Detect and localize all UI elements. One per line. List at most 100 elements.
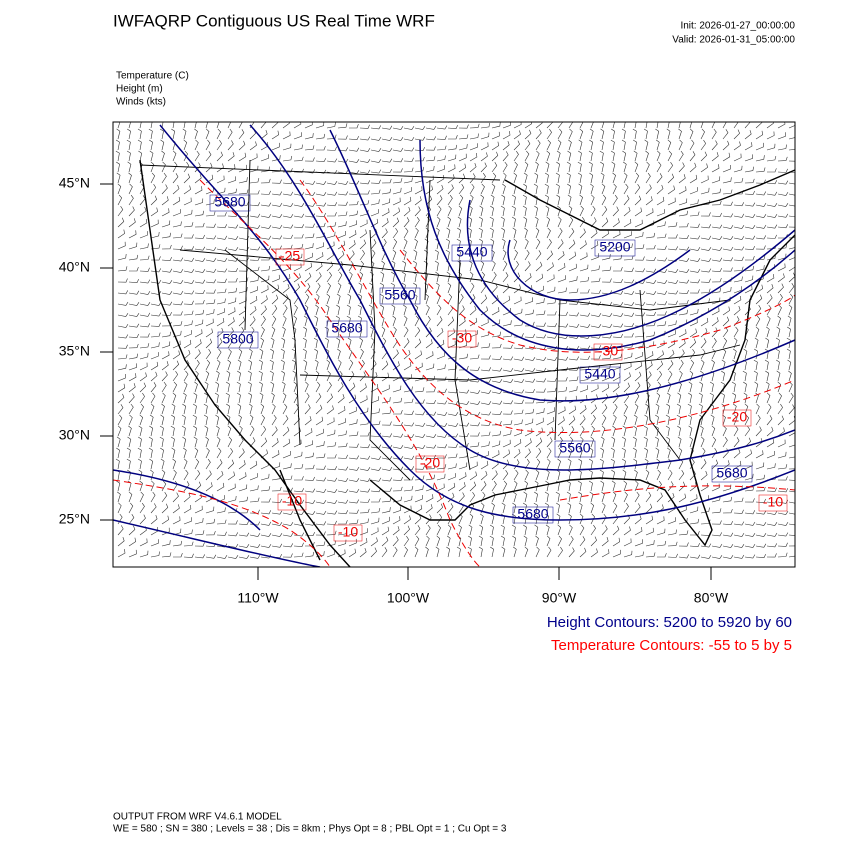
wind-barb: [513, 308, 523, 316]
wind-barb: [788, 257, 795, 261]
wind-barb: [546, 227, 551, 239]
wind-barb: [645, 256, 656, 262]
wind-barb: [612, 183, 617, 195]
wind-barb: [777, 224, 789, 229]
wind-barb: [370, 179, 381, 184]
wind-barb: [469, 133, 479, 140]
wind-barb: [348, 159, 360, 163]
label-box: [512, 506, 554, 524]
wind-barb: [699, 425, 704, 437]
wind-barb: [216, 554, 228, 559]
wind-barb: [161, 196, 169, 206]
wind-barb: [238, 327, 245, 338]
wind-barb: [337, 240, 346, 250]
wind-barb: [788, 545, 795, 547]
wind-barb: [755, 522, 767, 526]
wind-barb: [656, 370, 663, 382]
wind-barb: [271, 224, 283, 229]
wind-barb: [150, 244, 161, 250]
wind-barb: [468, 249, 473, 261]
wind-barb: [689, 128, 694, 140]
wind-barb: [326, 181, 338, 185]
wind-barb: [117, 278, 128, 283]
wind-barb: [656, 492, 663, 503]
wind-barb: [248, 359, 253, 371]
wind-barb: [238, 520, 249, 526]
wind-barb: [271, 284, 280, 294]
wind-barb: [192, 403, 197, 415]
wind-barb: [172, 321, 183, 327]
wind-barb: [667, 541, 678, 547]
wind-barb: [370, 537, 378, 547]
wind-barb: [225, 392, 230, 404]
wind-barb: [634, 161, 639, 173]
wind-barb: [260, 130, 268, 140]
wind-barb: [337, 211, 348, 217]
wind-barb: [227, 236, 239, 240]
wind-barb: [524, 297, 533, 305]
wind-barb: [513, 260, 519, 272]
wind-barb: [414, 422, 426, 427]
wind-barb: [227, 317, 235, 327]
wind-barb: [304, 464, 315, 470]
wind-barb: [568, 288, 579, 294]
wind-barb: [370, 517, 380, 525]
wind-barb: [709, 392, 714, 404]
wind-barb: [161, 301, 173, 306]
wind-barb: [557, 535, 562, 547]
wind-barb: [172, 381, 178, 393]
wind-barb: [722, 337, 728, 349]
wind-barb: [634, 392, 640, 404]
wind-barb: [359, 200, 370, 206]
wind-barb: [326, 530, 337, 536]
wind-barb: [601, 502, 606, 514]
wind-barb: [392, 197, 401, 206]
wind-barb: [227, 247, 239, 251]
wind-barb: [326, 499, 338, 504]
wind-barb: [469, 205, 473, 217]
wind-barb: [183, 246, 195, 251]
valid-time: Valid: 2026-01-31_05:00:00: [672, 35, 795, 46]
wind-barb: [238, 496, 248, 503]
wind-barb: [480, 411, 492, 416]
label-box: [277, 493, 307, 511]
wind-barb: [698, 392, 703, 404]
wind-barb: [149, 414, 154, 426]
wind-barb: [766, 522, 778, 526]
wind-barb: [359, 538, 368, 547]
wind-barb: [775, 337, 780, 349]
wind-barb: [414, 411, 426, 416]
wind-barb: [249, 337, 254, 349]
wind-barb: [656, 233, 667, 239]
wind-barb: [260, 326, 265, 338]
wind-barb: [381, 198, 391, 206]
wind-barb: [260, 533, 272, 537]
wind-barb: [127, 128, 131, 140]
wind-barb: [414, 465, 425, 470]
wind-barb: [337, 271, 343, 283]
wind-barb: [656, 196, 665, 206]
wind-barb: [337, 520, 348, 525]
wind-barb: [523, 172, 528, 184]
wind-barb: [513, 368, 525, 372]
wind-barb: [689, 518, 700, 525]
wind-barb: [544, 183, 549, 195]
wind-barb: [413, 293, 418, 305]
wind-barb: [336, 293, 341, 305]
wind-barb: [754, 381, 759, 393]
wind-barb: [116, 480, 121, 492]
wind-barb: [304, 213, 316, 218]
height-label: 5680: [214, 194, 245, 210]
wind-barb: [271, 130, 280, 140]
wind-barb: [313, 326, 318, 338]
wind-barb: [766, 294, 773, 305]
wind-barb: [205, 349, 212, 360]
label-box: [711, 465, 753, 483]
wind-barb: [689, 258, 701, 262]
wind-barb: [337, 382, 344, 393]
footer-line: WE = 580 ; SN = 380 ; Levels = 38 ; Dis …: [113, 824, 507, 835]
wind-barb: [623, 255, 634, 261]
wind-barb: [392, 147, 404, 152]
wind-barb: [765, 381, 770, 393]
wind-barb: [326, 510, 338, 515]
